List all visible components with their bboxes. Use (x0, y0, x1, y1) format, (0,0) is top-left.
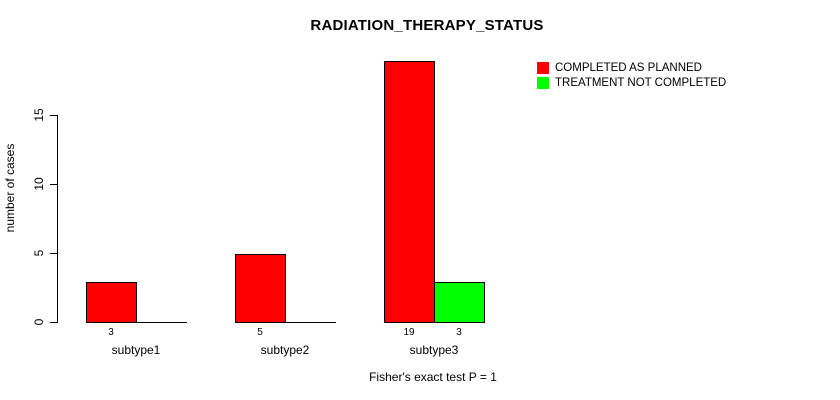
bar-subtype1-series1 (86, 282, 137, 323)
category-label-subtype1: subtype1 (111, 343, 161, 357)
bar-value-label-subtype3-series2: 3 (456, 327, 462, 338)
bar-subtype3-series2 (434, 282, 485, 323)
zero-bar-subtype1-series2 (136, 322, 187, 323)
category-label-subtype3: subtype3 (409, 343, 459, 357)
chart-title: RADIATION_THERAPY_STATUS (310, 17, 544, 34)
y-axis-tick-15 (50, 115, 57, 116)
legend-swatch-series1 (537, 62, 549, 74)
bar-value-label-subtype2-series1: 5 (257, 327, 263, 338)
y-axis-line (57, 115, 58, 323)
y-axis-tick-label-0: 0 (32, 318, 46, 326)
y-axis-title: number of cases (3, 143, 17, 233)
category-label-subtype2: subtype2 (260, 343, 310, 357)
bar-value-label-subtype1-series1: 3 (108, 327, 114, 338)
legend-label-series1: COMPLETED AS PLANNED (555, 62, 702, 74)
legend-entry-series2: TREATMENT NOT COMPLETED (537, 77, 726, 89)
legend-entry-series1: COMPLETED AS PLANNED (537, 62, 726, 74)
legend-swatch-series2 (537, 77, 549, 89)
y-axis-tick-label-15: 15 (32, 108, 46, 122)
y-axis-tick-0 (50, 322, 57, 323)
y-axis-tick-label-5: 5 (32, 249, 46, 257)
y-axis-tick-label-10: 10 (32, 177, 46, 191)
footnote: Fisher's exact test P = 1 (369, 370, 497, 384)
legend: COMPLETED AS PLANNED TREATMENT NOT COMPLE… (537, 62, 726, 92)
y-axis-tick-5 (50, 253, 57, 254)
y-axis-tick-10 (50, 184, 57, 185)
bar-subtype3-series1 (384, 61, 435, 323)
legend-label-series2: TREATMENT NOT COMPLETED (555, 77, 727, 89)
bar-subtype2-series1 (235, 254, 286, 323)
zero-bar-subtype2-series2 (285, 322, 336, 323)
bar-value-label-subtype3-series1: 19 (403, 327, 415, 338)
